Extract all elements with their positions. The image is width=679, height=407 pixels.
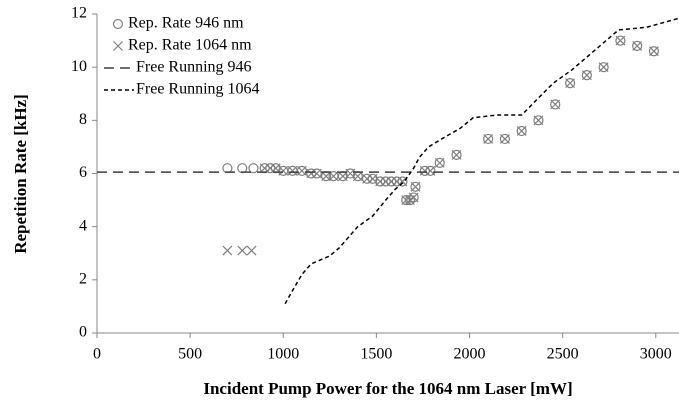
data-point	[397, 176, 408, 187]
data-point	[345, 168, 356, 179]
y-axis-label: Repetition Rate [kHz]	[11, 94, 30, 254]
legend-marker	[113, 41, 123, 51]
legend-label: Free Running 946	[136, 59, 252, 76]
data-point	[270, 163, 281, 174]
data-point	[565, 78, 576, 89]
data-point	[451, 149, 462, 160]
data-point	[352, 171, 363, 182]
data-point	[483, 134, 494, 144]
data-point	[516, 125, 527, 137]
x-tick-label: 500	[178, 346, 202, 363]
data-point	[632, 40, 643, 52]
y-tick-label: 0	[79, 324, 87, 341]
data-point	[361, 173, 373, 184]
data-point	[615, 35, 626, 46]
x-axis-label: Incident Pump Power for the 1064 nm Lase…	[203, 379, 572, 398]
data-point	[278, 165, 289, 176]
y-tick-label: 10	[71, 58, 87, 75]
data-point	[550, 99, 561, 110]
data-point	[581, 70, 592, 81]
legend-label: Rep. Rate 1064 nm	[128, 37, 252, 54]
legend-marker	[112, 18, 124, 30]
data-point	[222, 245, 233, 256]
data-point	[380, 176, 391, 187]
data-point	[648, 46, 660, 57]
x-tick-label: 1000	[267, 346, 299, 363]
data-point	[367, 173, 378, 184]
data-point	[451, 149, 462, 160]
data-point	[287, 165, 298, 176]
data-point	[248, 163, 259, 174]
data-point	[386, 176, 397, 187]
data-point	[434, 157, 445, 168]
legend-label: Rep. Rate 946 nm	[128, 15, 244, 32]
data-point	[598, 62, 609, 73]
data-point	[533, 115, 544, 126]
data-point	[425, 165, 436, 176]
data-point	[483, 133, 494, 145]
y-tick-label: 8	[79, 111, 87, 128]
data-point	[401, 195, 412, 206]
data-point	[410, 181, 421, 192]
data-point	[296, 165, 307, 176]
data-point	[615, 35, 626, 46]
data-point	[565, 78, 576, 89]
data-point	[598, 62, 609, 73]
data-point	[425, 165, 436, 176]
x-tick-label: 3000	[640, 346, 672, 363]
data-point	[237, 163, 248, 174]
data-point	[265, 163, 276, 174]
data-point	[328, 171, 339, 182]
data-point	[410, 181, 421, 192]
data-point	[533, 115, 544, 126]
data-point	[632, 40, 643, 51]
data-point	[246, 245, 257, 256]
data-line	[284, 17, 679, 305]
y-tick-label: 12	[71, 5, 87, 22]
data-point	[581, 70, 592, 81]
y-tick-label: 4	[79, 217, 87, 234]
data-point	[337, 171, 348, 182]
data-point	[296, 165, 307, 176]
legend-label: Free Running 1064	[136, 81, 260, 98]
data-point	[499, 134, 510, 144]
x-tick-label: 2500	[547, 346, 579, 363]
data-point	[434, 157, 445, 168]
data-point	[408, 192, 419, 203]
data-point	[499, 133, 511, 145]
y-tick-label: 2	[79, 271, 87, 288]
data-point	[648, 46, 659, 57]
data-point	[222, 163, 233, 174]
x-tick-label: 0	[93, 346, 101, 363]
data-point	[419, 165, 430, 176]
data-point	[237, 245, 248, 256]
y-tick-label: 6	[79, 164, 87, 181]
data-point	[550, 99, 561, 110]
data-point	[306, 168, 317, 179]
x-tick-label: 2000	[454, 346, 486, 363]
data-point	[321, 171, 332, 182]
data-point	[397, 176, 408, 187]
data-point	[311, 168, 322, 179]
data-point	[516, 126, 527, 136]
x-tick-label: 1500	[360, 346, 392, 363]
data-point	[311, 168, 322, 179]
data-point	[391, 176, 402, 187]
